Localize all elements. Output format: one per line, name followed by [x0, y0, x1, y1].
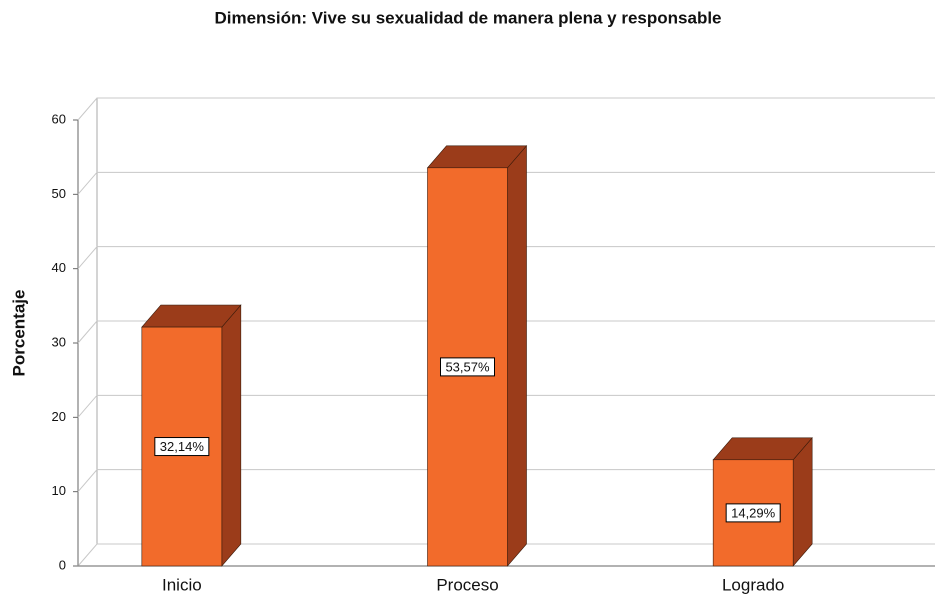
y-tick-label: 50: [52, 186, 66, 201]
bar-side: [221, 304, 242, 567]
value-label: 14,29%: [731, 505, 776, 520]
value-label-box: [440, 357, 495, 377]
x-tick-label: Inicio: [162, 575, 202, 594]
y-tick-label: 10: [52, 483, 66, 498]
value-label-box: [725, 503, 781, 523]
y-axis-label: Porcentaje: [9, 290, 28, 377]
x-tick-label: Logrado: [722, 575, 784, 594]
chart-title: Dimensión: Vive su sexualidad de manera …: [214, 8, 721, 27]
y-tick-label: 60: [52, 111, 66, 126]
grid-line: [77, 320, 935, 344]
grid-line: [77, 246, 935, 269]
value-label-box: [154, 437, 210, 457]
value-label: 53,57%: [445, 359, 490, 374]
y-tick-label: 20: [52, 409, 66, 424]
y-tick-label: 0: [59, 557, 66, 572]
grid-line: [77, 171, 935, 195]
grid-line: [77, 97, 935, 121]
grid-line: [77, 394, 935, 418]
y-tick-label: 30: [52, 334, 66, 349]
bar-side: [507, 144, 527, 567]
value-label: 32,14%: [160, 439, 205, 454]
y-tick-label: 40: [52, 260, 66, 275]
grid-line: [77, 469, 935, 492]
grid-line: [77, 543, 935, 567]
bar-side: [792, 436, 813, 567]
x-tick-label: Proceso: [436, 575, 498, 594]
